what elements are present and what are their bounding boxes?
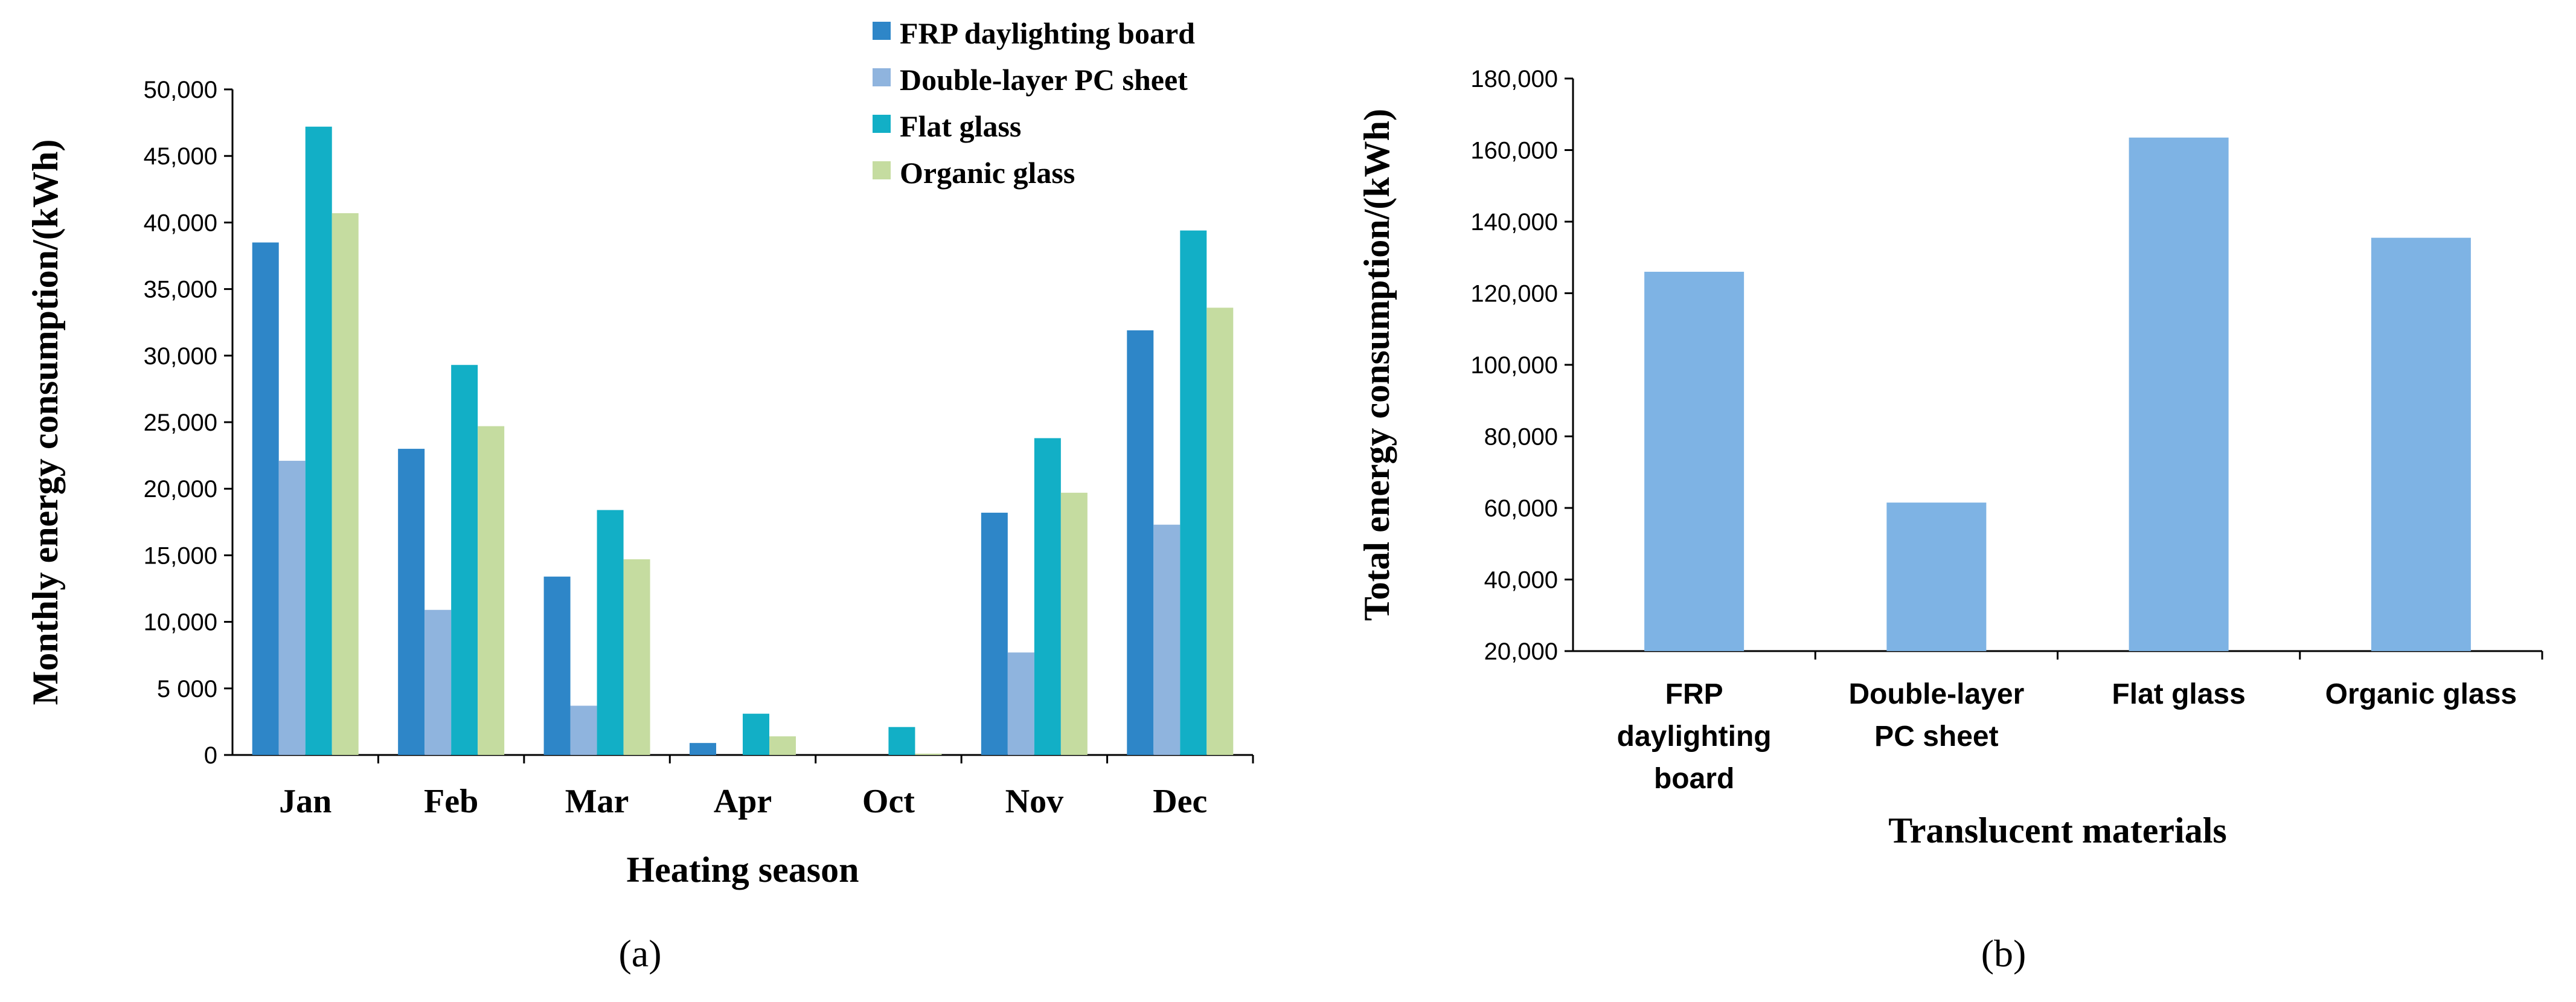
bar-nov-series-0 <box>981 512 1008 755</box>
bar-nov-series-3 <box>1060 492 1088 755</box>
bar-oct-series-3 <box>915 753 942 755</box>
legend-label-a: Double-layer PC sheet <box>900 63 1188 97</box>
x-axis-title-b: Translucent materials <box>1888 811 2226 850</box>
panel-label-b: (b) <box>1981 932 2027 975</box>
x-tick-label-a: Jan <box>279 783 332 820</box>
bar-jan-series-3 <box>332 213 359 755</box>
legend-swatch-a <box>873 68 891 86</box>
bar-feb-series-3 <box>478 426 505 755</box>
x-tick-label-a: Mar <box>565 783 629 820</box>
panel-label-a: (a) <box>618 932 661 975</box>
x-tick-label-b: board <box>1654 763 1734 795</box>
y-tick-label-a: 15,000 <box>144 542 217 569</box>
x-tick-label-b: Organic glass <box>2325 678 2517 710</box>
bar-jan-series-0 <box>252 242 279 756</box>
bar-b-3 <box>2371 237 2471 652</box>
y-tick-label-b: 100,000 <box>1470 352 1558 379</box>
y-tick-label-b: 40,000 <box>1484 567 1558 594</box>
x-tick-label-a: Oct <box>862 783 915 820</box>
x-tick-label-b: Flat glass <box>2112 678 2245 710</box>
x-tick-label-a: Dec <box>1153 783 1207 820</box>
y-tick-label-a: 0 <box>204 742 217 769</box>
y-tick-label-a: 25,000 <box>144 409 217 436</box>
bar-b-0 <box>1644 271 1745 651</box>
x-tick-label-a: Apr <box>714 783 772 820</box>
x-axis-title-a: Heating season <box>626 850 859 890</box>
y-tick-label-a: 50,000 <box>144 77 217 103</box>
chart-a: 0 5 000 10,000 15,000 20,000 25,000 30,000 35,0… <box>25 16 1254 975</box>
legend-swatch-a <box>873 161 891 179</box>
x-tick-label-b: Double-layer <box>1849 678 2025 710</box>
bar-nov-series-1 <box>1007 652 1034 755</box>
legend-label-a: FRP daylighting board <box>900 16 1195 50</box>
y-tick-label-b: 80,000 <box>1484 424 1558 451</box>
bar-b-1 <box>1886 503 1987 651</box>
y-tick-label-a: 35,000 <box>144 277 217 303</box>
y-tick-label-a: 20,000 <box>144 476 217 503</box>
x-tick-label-b: FRP <box>1665 678 1723 710</box>
y-tick-label-a: 45,000 <box>144 143 217 170</box>
bar-apr-series-0 <box>690 743 716 755</box>
bar-mar-series-2 <box>597 510 624 755</box>
y-tick-label-b: 60,000 <box>1484 495 1558 522</box>
bar-oct-series-2 <box>888 727 915 755</box>
x-tick-label-a: Feb <box>424 783 478 820</box>
y-tick-label-b: 20,000 <box>1484 638 1558 665</box>
y-axis-title-b: Total energy consumption/(kWh) <box>1357 109 1397 621</box>
y-tick-label-b: 120,000 <box>1470 281 1558 307</box>
bar-dec-series-0 <box>1127 330 1154 755</box>
chart-b: 20,000 40,000 60,000 80,000 100,000 120,000 14… <box>1357 66 2543 975</box>
legend-label-a: Flat glass <box>900 109 1021 143</box>
bar-dec-series-1 <box>1153 524 1181 755</box>
y-tick-label-a: 30,000 <box>144 343 217 370</box>
bar-nov-series-2 <box>1034 438 1061 755</box>
legend-label-a: Organic glass <box>900 156 1075 190</box>
bar-feb-series-2 <box>451 365 478 755</box>
bar-dec-series-2 <box>1180 230 1207 755</box>
bar-b-2 <box>2129 137 2229 651</box>
y-tick-label-a: 40,000 <box>144 210 217 236</box>
bar-mar-series-0 <box>543 576 571 755</box>
bar-feb-series-0 <box>398 449 425 755</box>
x-tick-label-b: PC sheet <box>1874 721 1998 753</box>
bar-dec-series-3 <box>1206 307 1234 755</box>
y-tick-label-b: 140,000 <box>1470 209 1558 236</box>
bar-apr-series-3 <box>769 736 796 755</box>
bar-feb-series-1 <box>425 609 452 755</box>
legend-swatch-a <box>873 22 891 40</box>
bar-mar-series-3 <box>623 559 650 755</box>
y-axis-title-a: Monthly energy consumption/(kWh) <box>25 140 65 705</box>
bar-apr-series-2 <box>743 713 769 755</box>
x-tick-label-b: daylighting <box>1617 721 1772 753</box>
bar-jan-series-2 <box>305 126 332 755</box>
bar-mar-series-1 <box>570 705 597 755</box>
y-tick-label-b: 160,000 <box>1470 138 1558 164</box>
bar-jan-series-1 <box>278 460 306 755</box>
legend-swatch-a <box>873 115 891 133</box>
y-tick-label-a: 5 000 <box>157 676 217 702</box>
y-tick-label-b: 180,000 <box>1470 66 1558 92</box>
y-tick-label-a: 10,000 <box>144 609 217 636</box>
x-tick-label-a: Nov <box>1005 783 1063 820</box>
